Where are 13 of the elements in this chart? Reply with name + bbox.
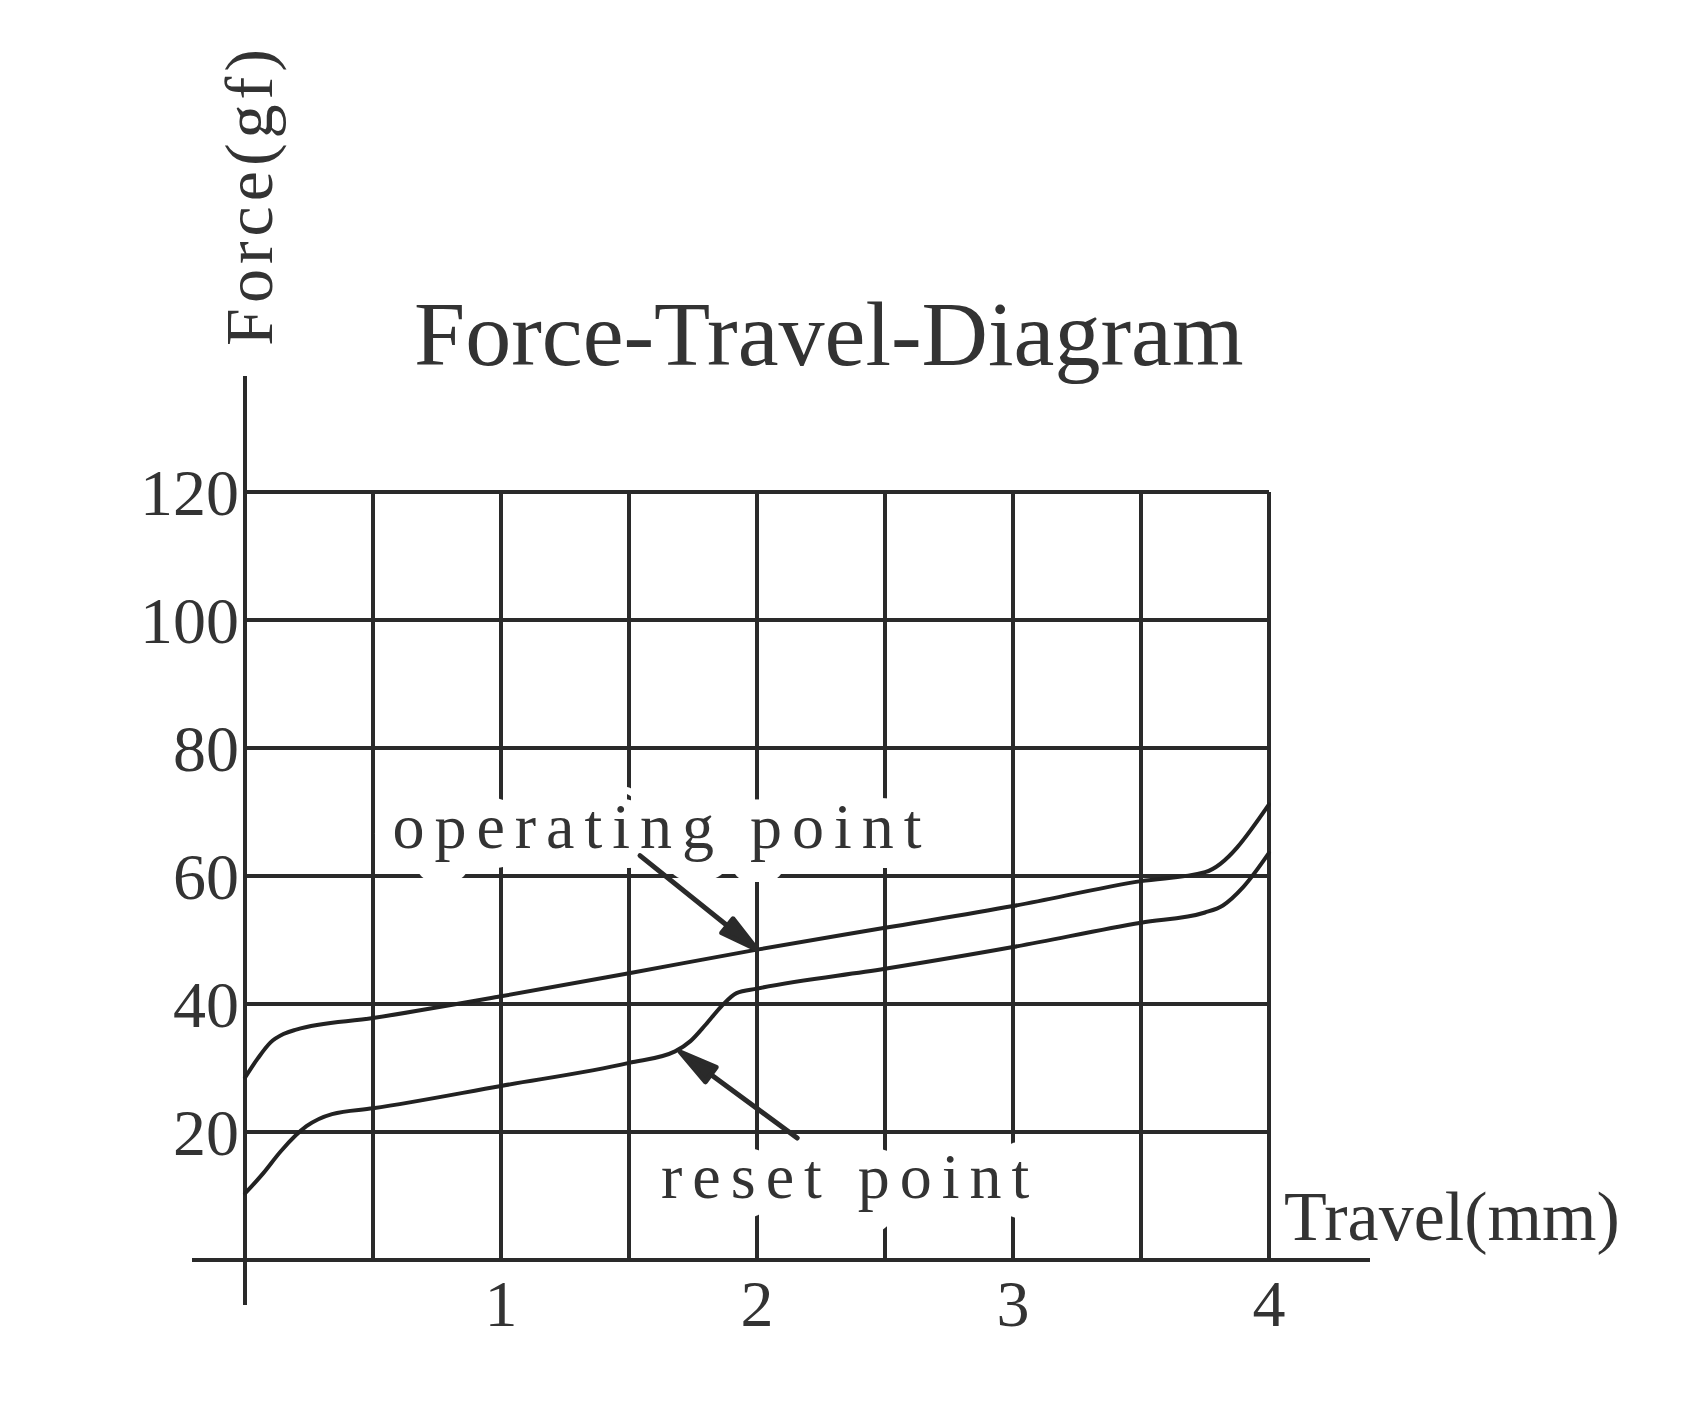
y-tick-label: 80 [173,712,239,786]
y-tick-label: 100 [140,584,239,658]
y-axis-title: Force(gf) [211,44,287,346]
y-tick-label: 40 [173,968,239,1042]
chart-title: Force-Travel-Diagram [414,283,1244,385]
y-tick-label: 60 [173,840,239,914]
y-tick-label: 120 [140,456,239,530]
x-tick-label: 1 [484,1267,518,1340]
x-tick-label: 4 [1252,1267,1286,1340]
x-tick-label: 2 [740,1267,774,1340]
x-axis-title: Travel(mm) [1284,1178,1620,1255]
y-tick-label: 20 [173,1096,239,1170]
x-tick-label: 3 [996,1267,1030,1340]
